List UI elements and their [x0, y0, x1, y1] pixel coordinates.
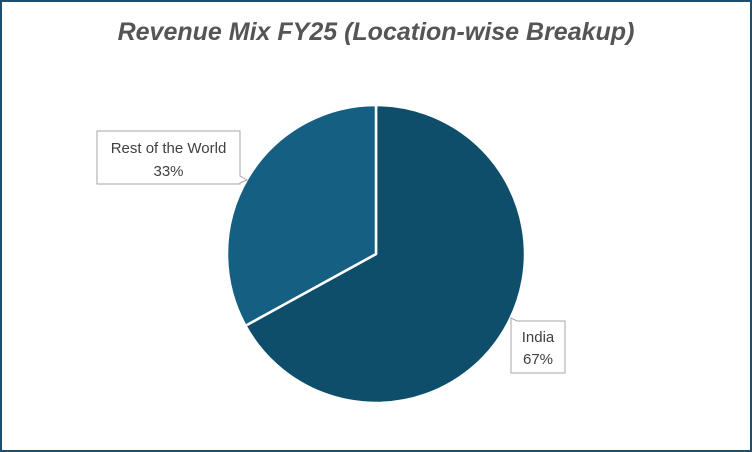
callout-box-rest-of-world	[96, 130, 249, 185]
slice-value-india: 67%	[523, 351, 553, 368]
slice-label-rest-of-world: Rest of the World	[111, 140, 227, 157]
slice-label-india: India	[522, 329, 555, 346]
callout-india: India 67%	[510, 317, 566, 374]
slice-value-rest-of-world: 33%	[153, 163, 183, 180]
pie-slices	[225, 103, 527, 405]
callout-rest-of-world: Rest of the World 33%	[96, 130, 249, 185]
callout-box-india	[510, 317, 566, 374]
pie-slice-rest-of-the-world	[225, 103, 378, 328]
pie-slice-india	[244, 103, 527, 405]
chart-title: Revenue Mix FY25 (Location-wise Breakup)	[117, 18, 635, 46]
